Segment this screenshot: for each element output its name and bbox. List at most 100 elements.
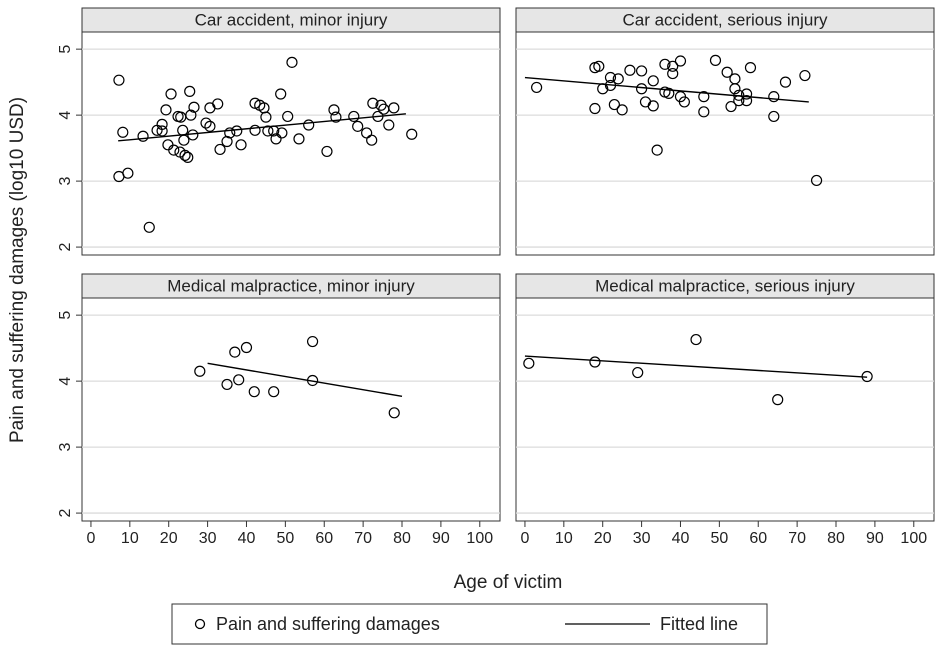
data-point (113, 74, 125, 86)
y-tick-label: 4 (57, 377, 74, 386)
legend-label: Fitted line (660, 614, 738, 634)
x-tick-label: 20 (160, 530, 178, 547)
data-point (635, 65, 648, 77)
data-point (168, 144, 180, 156)
data-point (589, 102, 601, 115)
data-point (616, 104, 628, 116)
data-point (137, 130, 149, 142)
data-point (194, 365, 206, 377)
data-point (229, 346, 241, 358)
plot-area (81, 297, 501, 522)
data-point (383, 119, 395, 131)
x-tick-label: 80 (393, 530, 411, 547)
data-point (282, 110, 294, 123)
x-tick-label: 60 (315, 530, 333, 547)
panel-title: Car accident, minor injury (195, 10, 388, 29)
data-point (303, 119, 315, 131)
data-point (221, 378, 233, 391)
data-point (772, 394, 784, 406)
data-point (388, 407, 400, 419)
data-point (608, 98, 620, 111)
y-tick-label: 3 (57, 177, 74, 186)
fitted-line (524, 355, 868, 378)
data-point (240, 341, 253, 354)
data-point (231, 125, 243, 137)
panel-title: Medical malpractice, serious injury (595, 276, 855, 295)
data-point (117, 126, 129, 138)
data-point (184, 85, 196, 97)
x-tick-label: 10 (555, 530, 573, 547)
fitted-line (207, 362, 403, 397)
x-tick-label: 10 (121, 530, 139, 547)
data-point (725, 100, 737, 113)
x-tick-label: 0 (86, 530, 95, 547)
data-point (612, 73, 624, 85)
data-point (799, 69, 811, 82)
data-point (624, 64, 636, 76)
x-tick-label: 0 (520, 530, 529, 547)
strip (81, 7, 501, 33)
data-point (604, 71, 617, 84)
data-point (233, 374, 245, 386)
x-tick-label: 50 (710, 530, 728, 547)
data-point (651, 144, 663, 156)
y-tick-label: 4 (57, 111, 74, 120)
y-tick-label: 2 (57, 509, 74, 518)
x-tick-label: 30 (199, 530, 217, 547)
data-point (262, 125, 274, 137)
x-tick-label: 70 (788, 530, 806, 547)
legend-marker (194, 618, 206, 630)
data-point (698, 106, 710, 118)
plot-area (81, 31, 501, 256)
y-tick-label: 5 (57, 45, 74, 54)
data-point (663, 87, 675, 99)
data-point (185, 109, 197, 121)
data-point (286, 56, 298, 68)
data-point (647, 75, 659, 87)
panel-title: Car accident, serious injury (622, 10, 828, 29)
plot-area (515, 297, 935, 522)
x-tick-label: 40 (672, 530, 690, 547)
data-point (270, 133, 282, 145)
y-tick-label: 5 (57, 311, 74, 320)
data-point (204, 120, 216, 132)
data-point (674, 55, 687, 67)
data-point (388, 102, 400, 114)
x-tick-label: 50 (276, 530, 294, 547)
data-point (647, 100, 659, 112)
data-point (740, 95, 753, 107)
data-point (779, 76, 792, 88)
data-point (667, 67, 679, 80)
data-point (690, 333, 702, 346)
data-point (182, 151, 194, 163)
data-point (348, 110, 360, 123)
x-tick-label: 60 (749, 530, 767, 547)
data-point (235, 139, 247, 151)
data-point (143, 221, 155, 233)
data-point (632, 366, 644, 379)
data-point (744, 62, 757, 74)
data-point (698, 91, 710, 103)
data-point (589, 356, 601, 368)
data-point (709, 54, 722, 66)
y-tick-label: 2 (57, 243, 74, 252)
strip (81, 273, 501, 299)
data-point (321, 145, 333, 158)
data-point (667, 60, 679, 72)
data-point (179, 149, 191, 161)
data-point (366, 134, 378, 146)
data-point (122, 167, 134, 179)
data-point (635, 83, 648, 95)
data-point (531, 81, 543, 94)
data-point (188, 101, 200, 113)
data-point (165, 88, 177, 100)
plot-area (515, 31, 935, 256)
data-point (678, 96, 690, 108)
strip (515, 7, 935, 33)
x-tick-label: 100 (466, 530, 493, 547)
x-tick-label: 90 (432, 530, 450, 547)
strip (515, 273, 935, 299)
data-point (156, 118, 168, 130)
legend-box (171, 603, 768, 645)
